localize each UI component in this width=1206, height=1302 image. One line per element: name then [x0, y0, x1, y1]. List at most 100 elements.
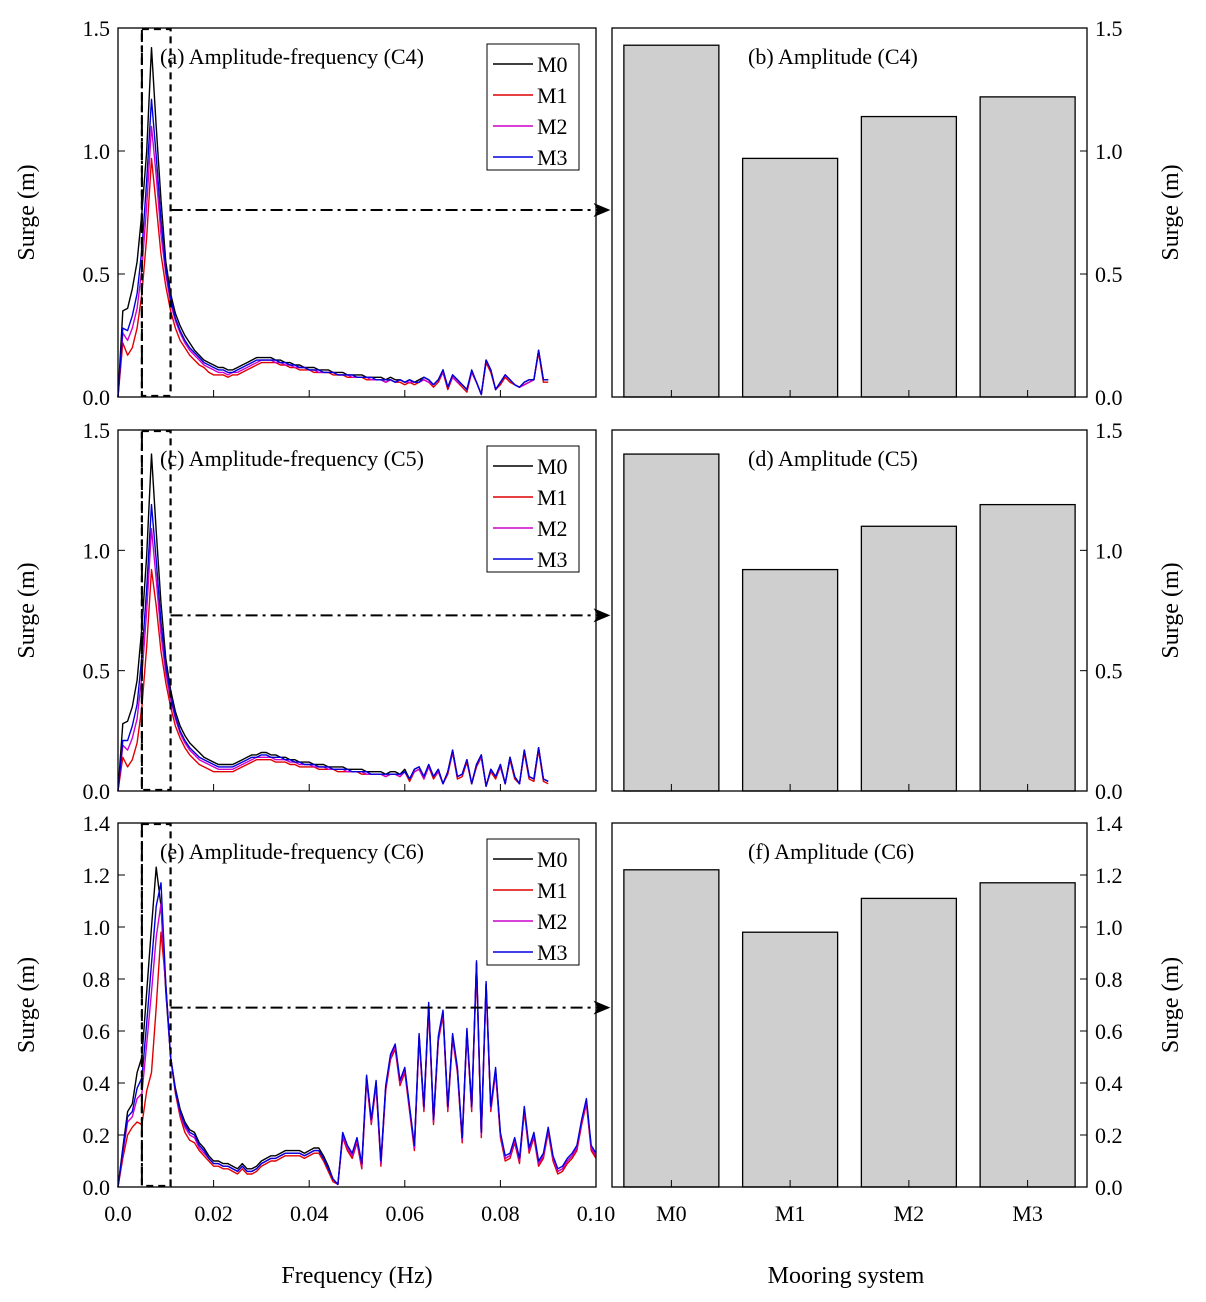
panel-title: (e) Amplitude-frequency (C6)	[160, 839, 424, 864]
x-tick-label: M2	[894, 1201, 925, 1226]
y-tick-label: 1.5	[1095, 418, 1123, 443]
series-line-m1	[117, 568, 549, 792]
panel-title: (b) Amplitude (C4)	[748, 44, 918, 69]
y-tick-label: 0.6	[83, 1019, 111, 1044]
resonance-highlight-box	[140, 429, 172, 792]
series-line-m2	[117, 528, 549, 792]
y-tick-label: 0.5	[83, 659, 111, 684]
y-axis-title-left: Surge (m)	[14, 957, 40, 1053]
y-tick-label: 1.0	[1095, 139, 1123, 164]
bar-m0	[623, 44, 720, 398]
y-tick-label: 0.0	[83, 779, 111, 804]
panel-title: (c) Amplitude-frequency (C5)	[160, 446, 424, 471]
legend-label-m0: M0	[537, 847, 568, 872]
series-line-m0	[117, 453, 549, 792]
legend-label-m3: M3	[537, 547, 568, 572]
y-tick-label: 0.0	[83, 1175, 111, 1200]
plot-frame	[117, 429, 597, 792]
x-tick-label: 0.10	[577, 1201, 616, 1226]
legend-label-m2: M2	[537, 909, 568, 934]
resonance-highlight-box	[140, 27, 172, 398]
bar-m2	[860, 115, 958, 398]
legend-label-m1: M1	[537, 878, 568, 903]
bar-m3	[979, 882, 1076, 1188]
y-tick-label: 0.4	[83, 1071, 111, 1096]
legend-label-m3: M3	[537, 145, 568, 170]
y-tick-label: 0.0	[83, 385, 111, 410]
y-tick-label: 0.0	[1095, 385, 1123, 410]
series-line-m1	[117, 931, 597, 1188]
y-tick-label: 0.4	[1095, 1071, 1123, 1096]
bar-m0	[623, 869, 720, 1188]
bar-m3	[979, 96, 1076, 398]
y-tick-label: 0.8	[1095, 967, 1123, 992]
panel-title: (a) Amplitude-frequency (C4)	[160, 44, 424, 69]
x-tick-label: 0.0	[104, 1201, 132, 1226]
y-axis-title-right: Surge (m)	[1158, 562, 1184, 658]
y-tick-label: 0.2	[1095, 1123, 1123, 1148]
series-line-m2	[117, 125, 549, 398]
legend-label-m1: M1	[537, 83, 568, 108]
bar-m1	[741, 931, 839, 1188]
x-tick-label: 0.02	[194, 1201, 233, 1226]
y-tick-label: 1.5	[83, 418, 111, 443]
y-tick-label: 1.0	[1095, 538, 1123, 563]
y-tick-label: 1.5	[83, 16, 111, 41]
legend-label-m2: M2	[537, 114, 568, 139]
series-line-m1	[117, 157, 549, 398]
y-tick-label: 0.2	[83, 1123, 111, 1148]
x-tick-label: 0.08	[481, 1201, 520, 1226]
bar-chart-panel-3: 0.0 0.5 1.0 1.5 (d) Amplitude (C5) Surge (m)	[611, 418, 1184, 804]
y-tick-label: 1.2	[83, 863, 111, 888]
x-tick-label: M3	[1012, 1201, 1043, 1226]
panel-title: (d) Amplitude (C5)	[748, 446, 918, 471]
plot-frame	[117, 27, 597, 398]
legend-label-m0: M0	[537, 454, 568, 479]
plot-frame	[611, 822, 1088, 1188]
bar-m2	[860, 897, 958, 1188]
legend-label-m3: M3	[537, 940, 568, 965]
bar-m1	[741, 157, 839, 398]
y-tick-label: 1.0	[83, 538, 111, 563]
y-tick-label: 0.5	[1095, 659, 1123, 684]
series-line-m3	[117, 882, 597, 1188]
legend-box	[486, 43, 580, 171]
line-chart-panel-2: 0.0 0.5 1.0 1.5 (c) Amplitude-frequency (C5)…	[14, 418, 611, 804]
legend-box	[486, 838, 580, 966]
legend-label-m1: M1	[537, 485, 568, 510]
y-tick-label: 1.2	[1095, 863, 1123, 888]
y-tick-label: 1.5	[1095, 16, 1123, 41]
y-axis-title-right: Surge (m)	[1158, 164, 1184, 260]
x-axis-title-mooring: Mooring system	[768, 1263, 925, 1289]
y-tick-label: 0.5	[83, 262, 111, 287]
bar-chart-panel-1: 0.0 0.5 1.0 1.5 (b) Amplitude (C4) Surge (m)	[611, 16, 1184, 410]
y-tick-label: 1.0	[83, 139, 111, 164]
y-tick-label: 1.0	[83, 915, 111, 940]
plot-frame	[117, 822, 597, 1188]
y-tick-label: 1.0	[1095, 915, 1123, 940]
bar-m3	[979, 503, 1076, 792]
plot-frame	[611, 27, 1088, 398]
y-tick-label: 0.8	[83, 967, 111, 992]
plot-frame	[611, 429, 1088, 792]
bar-m2	[860, 525, 958, 792]
y-tick-label: 0.6	[1095, 1019, 1123, 1044]
x-tick-label: M0	[656, 1201, 687, 1226]
y-axis-title-left: Surge (m)	[14, 164, 40, 260]
y-axis-title-right: Surge (m)	[1158, 957, 1184, 1053]
line-chart-panel-0: 0.0 0.5 1.0 1.5 (a) Amplitude-frequency (C4)…	[14, 16, 611, 410]
legend-label-m2: M2	[537, 516, 568, 541]
y-tick-label: 0.0	[1095, 1175, 1123, 1200]
line-chart-panel-4: 0.0 0.2 0.4 0.6 0.8 1.0 1.2 1.4 0.0 0.02 0.04 0.06 0…	[14, 811, 615, 1226]
y-tick-label: 0.0	[1095, 779, 1123, 804]
bar-m1	[741, 568, 839, 792]
y-tick-label: 0.5	[1095, 262, 1123, 287]
legend-box	[486, 445, 580, 573]
y-tick-label: 1.4	[1095, 811, 1123, 836]
x-tick-label: 0.04	[290, 1201, 329, 1226]
panel-title: (f) Amplitude (C6)	[748, 839, 914, 864]
series-line-m3	[117, 503, 549, 792]
series-line-m3	[117, 98, 549, 398]
bar-chart-panel-5: M0 M1 M2 M3 0.0 0.2 0.4 0.6 0.8 1.0 1.2 1.4 (f) Ampl…	[611, 811, 1184, 1226]
